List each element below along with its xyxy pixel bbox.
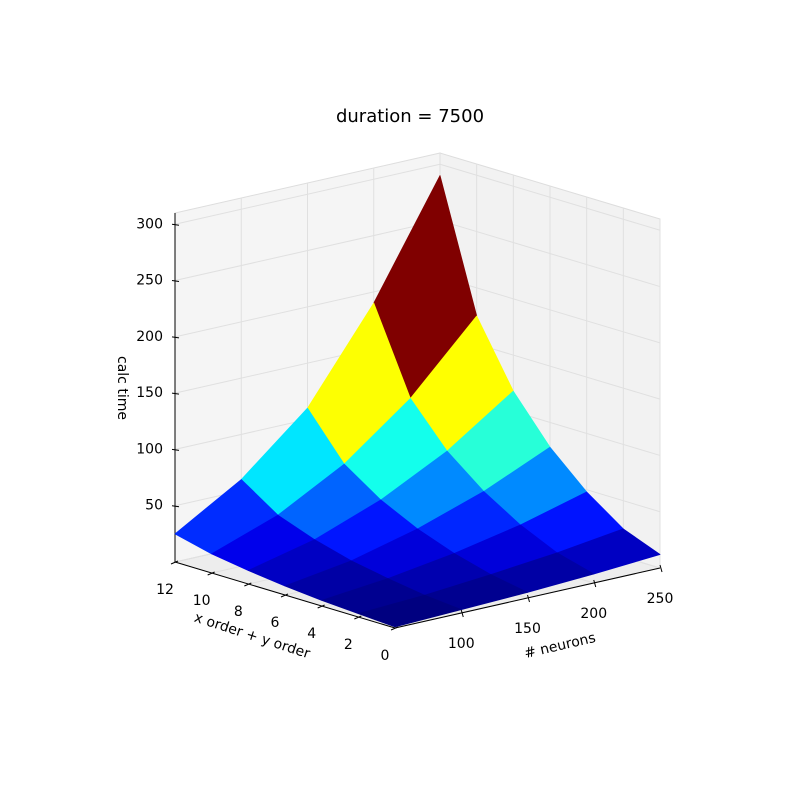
y-tick-label: 4 [307, 626, 316, 642]
x-tick [593, 579, 597, 588]
y-tick-label: 0 [381, 648, 390, 664]
z-tick [171, 280, 180, 283]
y-tick-label: 10 [193, 593, 211, 609]
z-tick [171, 505, 180, 508]
y-tick [207, 571, 215, 576]
grid-line [174, 163, 441, 225]
x-tick [460, 609, 464, 618]
grid-line [174, 220, 441, 282]
y-tick-label: 6 [271, 615, 280, 631]
y-tick-label: 8 [234, 604, 243, 620]
y-tick [317, 604, 325, 609]
y-axis-label: x order + y order [192, 610, 312, 663]
z-axis-label: calc time [114, 356, 130, 420]
y-tick [170, 560, 179, 565]
z-tick-label: 100 [136, 441, 163, 457]
y-tick [354, 615, 362, 620]
z-tick-label: 50 [145, 498, 163, 514]
z-tick [171, 336, 180, 339]
x-tick [527, 594, 530, 603]
grid-line [439, 163, 661, 231]
y-tick-label: 12 [156, 582, 174, 598]
y-tick [390, 626, 399, 631]
grid-line [439, 220, 661, 288]
z-tick [171, 448, 180, 451]
x-tick-label: 100 [448, 636, 475, 652]
z-tick-label: 250 [136, 273, 163, 289]
x-tick-label: 150 [514, 621, 541, 637]
z-tick-label: 300 [136, 216, 163, 232]
y-tick-label: 2 [344, 637, 353, 653]
x-tick-label: 200 [580, 606, 607, 622]
y-tick [244, 582, 252, 587]
x-tick [659, 564, 663, 573]
z-tick [171, 392, 180, 395]
grid-line [439, 276, 661, 344]
y-tick [280, 593, 289, 598]
z-tick [171, 223, 180, 226]
axis-line [394, 567, 661, 629]
x-tick-label: 250 [647, 591, 674, 607]
z-tick-label: 200 [136, 329, 163, 345]
z-tick-label: 150 [136, 385, 163, 401]
surface-face [357, 594, 462, 628]
chart-title: duration = 7500 [336, 106, 484, 127]
surface [174, 175, 661, 628]
